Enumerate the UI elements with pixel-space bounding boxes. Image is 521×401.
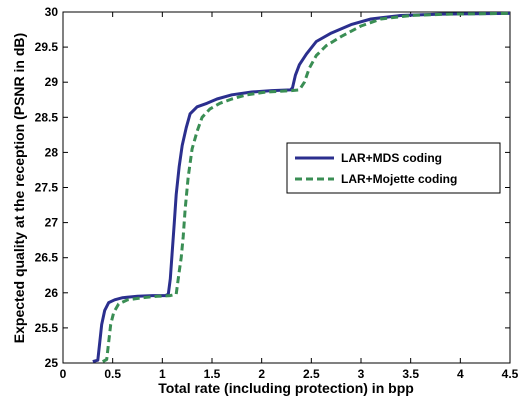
y-tick-label: 25.5 bbox=[35, 321, 59, 335]
x-tick-label: 0 bbox=[60, 367, 67, 381]
legend: LAR+MDS coding LAR+Mojette coding bbox=[286, 142, 501, 194]
x-tick-label: 4 bbox=[457, 367, 464, 381]
y-tick-label: 29.5 bbox=[35, 40, 59, 54]
y-tick-label: 30 bbox=[45, 5, 59, 19]
x-tick-label: 0.5 bbox=[104, 367, 121, 381]
x-axis-label: Total rate (including protection) in bpp bbox=[158, 380, 414, 396]
x-tick-label: 3 bbox=[358, 367, 365, 381]
y-tick-label: 27 bbox=[45, 216, 59, 230]
y-tick-label: 27.5 bbox=[35, 181, 59, 195]
x-tick-label: 1 bbox=[159, 367, 166, 381]
legend-label-mojette: LAR+Mojette coding bbox=[341, 172, 457, 186]
x-tick-label: 2.5 bbox=[303, 367, 320, 381]
legend-label-mds: LAR+MDS coding bbox=[341, 151, 442, 165]
series-line-mojette bbox=[102, 11, 511, 363]
x-tick-label: 2 bbox=[258, 367, 265, 381]
x-tick-label: 1.5 bbox=[204, 367, 221, 381]
y-tick-label: 26 bbox=[45, 286, 59, 300]
y-tick-label: 28 bbox=[45, 145, 59, 159]
y-tick-label: 28.5 bbox=[35, 110, 59, 124]
x-axis: 0 0.5 1 1.5 2 2.5 3 3.5 4 4.5 bbox=[60, 12, 519, 381]
series-line-mds bbox=[92, 11, 511, 364]
y-tick-label: 29 bbox=[45, 75, 59, 89]
x-tick-label: 3.5 bbox=[402, 367, 419, 381]
y-tick-label: 25 bbox=[45, 356, 59, 370]
legend-box bbox=[286, 142, 501, 194]
x-tick-label: 4.5 bbox=[502, 367, 519, 381]
series-layer bbox=[92, 11, 511, 364]
y-axis-label: Expected quality at the reception (PSNR … bbox=[11, 33, 27, 343]
y-axis: 25 25.5 26 26.5 27 27.5 28 28.5 29 29.5 30 bbox=[35, 5, 510, 370]
y-tick-label: 26.5 bbox=[35, 251, 59, 265]
